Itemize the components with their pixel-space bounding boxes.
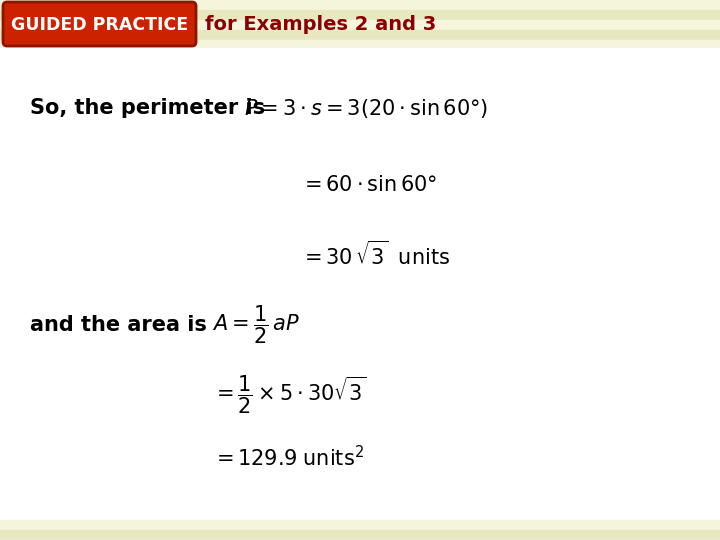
Bar — [0, 48, 720, 520]
Bar — [0, 400, 720, 410]
Bar — [0, 480, 720, 490]
Bar — [0, 70, 720, 80]
Text: GUIDED PRACTICE: GUIDED PRACTICE — [11, 16, 188, 34]
Text: So, the perimeter is: So, the perimeter is — [30, 98, 272, 118]
Bar — [0, 360, 720, 370]
Text: $= \dfrac{1}{2} \times 5 \cdot 30\sqrt{3}$: $= \dfrac{1}{2} \times 5 \cdot 30\sqrt{3… — [212, 374, 366, 416]
Bar — [0, 20, 720, 30]
Bar — [0, 30, 720, 40]
Bar — [0, 170, 720, 180]
Bar — [0, 530, 720, 540]
Bar — [0, 0, 720, 10]
Text: for Examples 2 and 3: for Examples 2 and 3 — [205, 16, 436, 35]
Bar — [0, 470, 720, 480]
Bar — [0, 200, 720, 210]
Bar — [0, 430, 720, 440]
Bar — [0, 190, 720, 200]
Bar — [0, 370, 720, 380]
Bar — [0, 40, 720, 50]
Bar — [0, 10, 720, 20]
Bar — [0, 280, 720, 290]
FancyBboxPatch shape — [3, 2, 196, 46]
Bar — [0, 380, 720, 390]
Bar — [0, 510, 720, 520]
Bar — [0, 310, 720, 320]
Bar — [0, 270, 720, 280]
Text: $= 30\,\sqrt{3}\;\;$units: $= 30\,\sqrt{3}\;\;$units — [300, 241, 450, 269]
Bar — [0, 440, 720, 450]
Text: $= 60 \cdot \sin 60°$: $= 60 \cdot \sin 60°$ — [300, 175, 437, 195]
Bar — [0, 90, 720, 100]
Bar — [0, 420, 720, 430]
Bar — [0, 80, 720, 90]
Bar — [0, 410, 720, 420]
Bar — [0, 520, 720, 530]
Text: $P = 3 \cdot s = 3(20 \cdot \sin 60°)$: $P = 3 \cdot s = 3(20 \cdot \sin 60°)$ — [244, 97, 488, 119]
Bar — [0, 520, 720, 530]
Bar — [0, 250, 720, 260]
Bar — [0, 260, 720, 270]
Bar — [0, 110, 720, 120]
Bar — [0, 300, 720, 310]
Text: and the area is: and the area is — [30, 315, 214, 335]
Bar — [0, 130, 720, 140]
Bar — [0, 500, 720, 510]
Bar — [0, 450, 720, 460]
Bar — [0, 460, 720, 470]
Bar — [0, 290, 720, 300]
Bar — [0, 160, 720, 170]
Bar — [0, 230, 720, 240]
Bar — [0, 60, 720, 70]
Bar — [0, 490, 720, 500]
Bar — [0, 330, 720, 340]
Bar — [0, 100, 720, 110]
Bar — [0, 180, 720, 190]
Bar — [0, 140, 720, 150]
Bar — [0, 390, 720, 400]
Bar — [0, 220, 720, 230]
Bar — [0, 320, 720, 330]
Bar — [0, 530, 720, 540]
Bar — [0, 350, 720, 360]
Bar — [0, 210, 720, 220]
Bar — [0, 150, 720, 160]
Text: $A = \dfrac{1}{2}\,aP$: $A = \dfrac{1}{2}\,aP$ — [212, 303, 300, 346]
Bar — [0, 120, 720, 130]
Bar — [0, 340, 720, 350]
Text: $= 129.9\;\mathrm{units}^2$: $= 129.9\;\mathrm{units}^2$ — [212, 446, 364, 470]
Bar — [0, 240, 720, 250]
Bar — [0, 50, 720, 60]
